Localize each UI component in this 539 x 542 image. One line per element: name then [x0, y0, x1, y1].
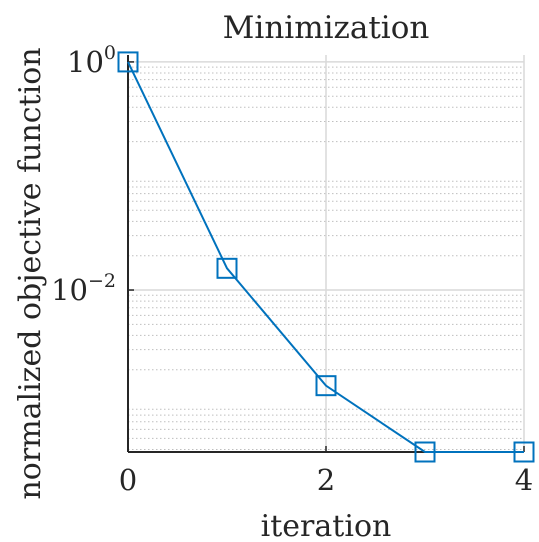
data-point-marker: [315, 375, 337, 397]
chart-title: Minimization: [223, 10, 430, 46]
series: [117, 51, 535, 463]
data-point-marker: [117, 51, 139, 73]
data-point-marker: [216, 257, 238, 279]
y-tick-label: 10−2: [51, 270, 116, 307]
data-point-marker: [414, 441, 436, 463]
y-axis-label: normalized objective function: [13, 47, 48, 499]
x-axis-label: iteration: [261, 509, 392, 542]
series-line: [127, 61, 524, 453]
x-tick-label: 4: [515, 463, 533, 497]
grid: [127, 55, 525, 452]
y-tick-label: 100: [67, 42, 116, 79]
x-tick-label: 0: [119, 463, 137, 497]
data-point-marker: [513, 441, 535, 463]
x-tick-label: 2: [317, 463, 335, 497]
tick-labels: 0 2 4 100 10−2: [51, 42, 533, 497]
